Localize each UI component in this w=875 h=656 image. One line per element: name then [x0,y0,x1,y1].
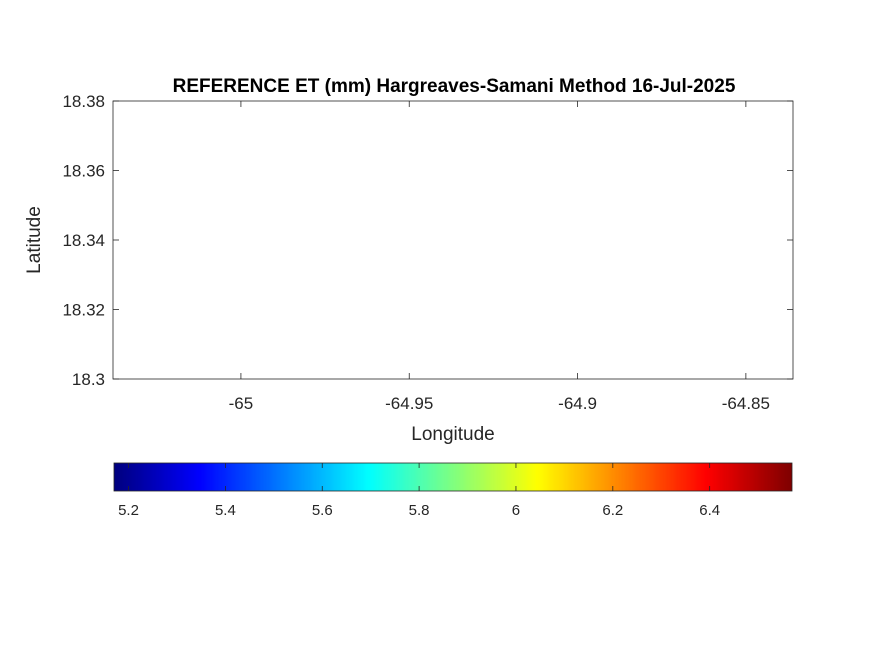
colorbar: 5.2 5.4 5.6 5.8 6 6.2 6.4 [113,462,793,519]
y-axis-ticks: 18.3 18.32 18.34 18.36 18.38 [62,92,793,389]
plot-area [113,101,793,379]
x-tick-label: -65 [229,394,254,413]
colorbar-tick-label: 6.2 [602,502,623,519]
x-tick-label: -64.85 [722,394,770,413]
x-tick-label: -64.9 [558,394,597,413]
colorbar-tick-label: 5.8 [409,502,430,519]
colorbar-tick-label: 5.2 [118,502,139,519]
chart-title: REFERENCE ET (mm) Hargreaves-Samani Meth… [173,76,736,97]
colorbar-gradient [114,463,792,491]
colorbar-tick-label: 5.6 [312,502,333,519]
colorbar-tick-label: 6 [512,502,520,519]
x-axis-label: Longitude [411,424,494,445]
y-tick-label: 18.34 [62,231,105,250]
map-axes: -65 -64.95 -64.9 -64.85 18.3 18.32 18.34 18.36… [62,92,794,413]
y-tick-label: 18.3 [72,370,105,389]
x-tick-label: -64.95 [385,394,433,413]
colorbar-ticks: 5.2 5.4 5.6 5.8 6 6.2 6.4 [118,463,720,519]
x-axis-ticks: -65 -64.95 -64.9 -64.85 [229,101,770,413]
y-tick-label: 18.36 [62,162,105,181]
y-tick-label: 18.32 [62,301,105,320]
y-tick-label: 18.38 [62,92,105,111]
colorbar-tick-label: 6.4 [699,502,720,519]
y-axis-label: Latitude [24,206,45,274]
colorbar-frame [113,462,793,492]
colorbar-tick-label: 5.4 [215,502,236,519]
